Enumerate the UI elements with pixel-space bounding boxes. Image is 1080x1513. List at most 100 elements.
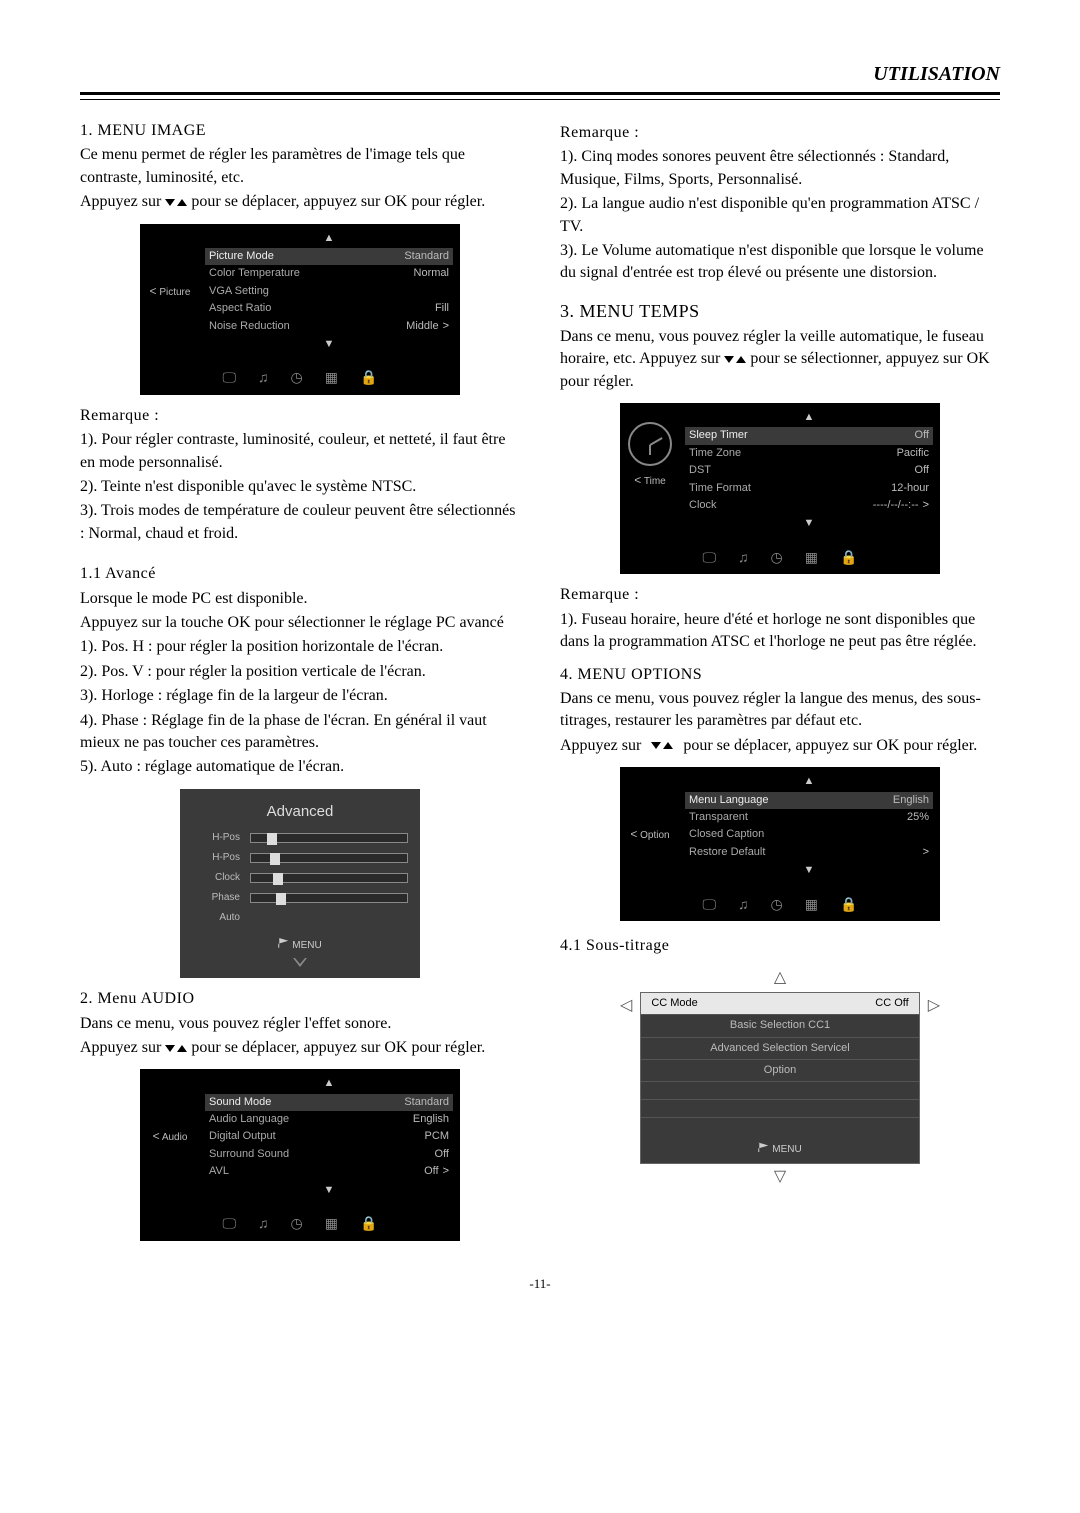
osd-iconbar: 🖵 ♫ ◷ ▦ 🔒 bbox=[141, 362, 459, 394]
menu-label: MENU bbox=[292, 940, 321, 951]
osd-row: Digital OutputPCM bbox=[205, 1128, 453, 1145]
lock-icon: 🔒 bbox=[360, 1214, 377, 1234]
adv-line: 4). Phase : Réglage fin de la phase de l… bbox=[80, 710, 520, 755]
remarque-line: 3). Le Volume automatique n'est disponib… bbox=[560, 240, 1000, 285]
left-triangle-icon: ◁ bbox=[620, 992, 632, 1017]
grid-icon: ▦ bbox=[325, 1214, 338, 1234]
remarque-label: Remarque : bbox=[80, 405, 520, 427]
grid-icon: ▦ bbox=[805, 895, 818, 915]
remarque-label: Remarque : bbox=[560, 584, 1000, 606]
adv-line: 1). Pos. H : pour régler la position hor… bbox=[80, 636, 520, 658]
section-options-title: 4. MENU OPTIONS bbox=[560, 664, 1000, 686]
adv-line: Lorsque le mode PC est disponible. bbox=[80, 588, 520, 610]
page-header: UTILISATION bbox=[80, 60, 1000, 92]
monitor-icon: 🖵 bbox=[703, 548, 717, 568]
audio-intro1: Dans ce menu, vous pouvez régler l'effet… bbox=[80, 1013, 520, 1035]
section-temps-title: 3. MENU TEMPS bbox=[560, 299, 1000, 324]
page-number: -11- bbox=[80, 1275, 1000, 1293]
temps-intro: Dans ce menu, vous pouvez régler la veil… bbox=[560, 326, 1000, 393]
up-arrow-icon: ▲ bbox=[205, 1074, 453, 1093]
up-arrow-icon: ▲ bbox=[685, 772, 933, 791]
cc-row bbox=[641, 1118, 918, 1136]
slider-row: H-Pos bbox=[180, 828, 420, 848]
osd-row: Picture ModeStandard bbox=[205, 248, 453, 265]
section-advanced-title: 1.1 Avancé bbox=[80, 563, 520, 585]
flag-icon bbox=[278, 938, 288, 948]
grid-icon: ▦ bbox=[325, 368, 338, 388]
image-intro1: Ce menu permet de régler les paramètres … bbox=[80, 144, 520, 189]
flag-icon bbox=[758, 1142, 768, 1152]
adv-line: 5). Auto : réglage automatique de l'écra… bbox=[80, 756, 520, 778]
music-icon: ♫ bbox=[738, 548, 749, 568]
section-soustitrage-title: 4.1 Sous-titrage bbox=[560, 935, 1000, 957]
advanced-panel: Advanced H-PosH-PosClockPhaseAuto MENU bbox=[180, 789, 420, 978]
left-column: 1. MENU IMAGE Ce menu permet de régler l… bbox=[80, 112, 520, 1251]
slider-row: H-Pos bbox=[180, 848, 420, 868]
monitor-icon: 🖵 bbox=[223, 368, 237, 388]
remarque-line: 1). Cinq modes sonores peuvent être séle… bbox=[560, 146, 1000, 191]
lock-icon: 🔒 bbox=[360, 368, 377, 388]
section-audio-title: 2. Menu AUDIO bbox=[80, 988, 520, 1010]
advanced-title: Advanced bbox=[180, 799, 420, 828]
header-rule bbox=[80, 92, 1000, 100]
osd-tab: < Option bbox=[621, 768, 679, 843]
text: pour se déplacer, appuyez sur OK pour ré… bbox=[191, 193, 485, 210]
clock-icon: ◷ bbox=[291, 368, 303, 388]
osd-row: Time ZonePacific bbox=[685, 445, 933, 462]
chevron-left-icon: < bbox=[634, 473, 641, 487]
remarque-line: 2). La langue audio n'est disponible qu'… bbox=[560, 193, 1000, 238]
cc-row: Advanced Selection Servicel bbox=[641, 1038, 918, 1060]
up-triangle-icon bbox=[736, 356, 746, 363]
cc-row: CC ModeCC Off bbox=[641, 993, 918, 1015]
chevron-left-icon: < bbox=[630, 827, 637, 841]
remarque-line: 1). Fuseau horaire, heure d'été et horlo… bbox=[560, 609, 1000, 654]
adv-line: Appuyez sur la touche OK pour sélectionn… bbox=[80, 612, 520, 634]
text: Appuyez sur bbox=[80, 1039, 161, 1056]
down-arrow-icon: ▼ bbox=[685, 514, 933, 533]
text: pour se déplacer, appuyez sur OK pour ré… bbox=[191, 1039, 485, 1056]
osd-row: Sound ModeStandard bbox=[205, 1094, 453, 1111]
osd-row: Sleep TimerOff bbox=[685, 427, 933, 444]
grid-icon: ▦ bbox=[805, 548, 818, 568]
up-triangle-icon: △ bbox=[774, 969, 786, 986]
menu-button: MENU bbox=[641, 1136, 918, 1163]
osd-row: Noise ReductionMiddle> bbox=[205, 318, 453, 335]
osd-row: VGA Setting bbox=[205, 283, 453, 300]
osd-row: DSTOff bbox=[685, 462, 933, 479]
clock-icon: ◷ bbox=[771, 548, 783, 568]
text: Appuyez sur bbox=[560, 737, 641, 754]
osd-row: Surround SoundOff bbox=[205, 1146, 453, 1163]
audio-intro2: Appuyez sur pour se déplacer, appuyez su… bbox=[80, 1037, 520, 1059]
monitor-icon: 🖵 bbox=[223, 1214, 237, 1234]
osd-row: Menu LanguageEnglish bbox=[685, 792, 933, 809]
analog-clock-icon bbox=[628, 422, 672, 466]
osd-row: Color TemperatureNormal bbox=[205, 265, 453, 282]
music-icon: ♫ bbox=[738, 895, 749, 915]
text: pour se déplacer, appuyez sur OK pour ré… bbox=[683, 737, 977, 754]
music-icon: ♫ bbox=[258, 368, 269, 388]
chevron-left-icon: < bbox=[150, 284, 157, 298]
osd-row: AVLOff> bbox=[205, 1163, 453, 1180]
down-arrow-icon: ▼ bbox=[205, 1181, 453, 1200]
section-image-title: 1. MENU IMAGE bbox=[80, 120, 520, 142]
down-arrow-icon: ▼ bbox=[685, 861, 933, 880]
music-icon: ♫ bbox=[258, 1214, 269, 1234]
options-intro2: Appuyez sur pour se déplacer, appuyez su… bbox=[560, 735, 1000, 757]
up-arrow-icon: ▲ bbox=[205, 229, 453, 248]
osd-tab: < Audio bbox=[141, 1070, 199, 1145]
osd-iconbar: 🖵 ♫ ◷ ▦ 🔒 bbox=[141, 1208, 459, 1240]
osd-tab: < Picture bbox=[141, 225, 199, 300]
menu-button: MENU bbox=[180, 928, 420, 955]
down-arrow-icon: ▼ bbox=[205, 335, 453, 354]
up-triangle-icon bbox=[177, 1045, 187, 1052]
osd-time: < Time ▲ Sleep TimerOffTime ZonePacificD… bbox=[620, 403, 940, 574]
cc-row: Option bbox=[641, 1060, 918, 1082]
down-triangle-icon bbox=[651, 742, 661, 749]
osd-row: Time Format12-hour bbox=[685, 480, 933, 497]
cc-row: Basic Selection CC1 bbox=[641, 1015, 918, 1037]
slider-row: Auto bbox=[180, 908, 420, 928]
osd-row: Restore Default> bbox=[685, 844, 933, 861]
osd-audio: < Audio ▲ Sound ModeStandardAudio Langua… bbox=[140, 1069, 460, 1240]
remarque-line: 3). Trois modes de température de couleu… bbox=[80, 500, 520, 545]
osd-tab-label: Time bbox=[644, 476, 666, 487]
